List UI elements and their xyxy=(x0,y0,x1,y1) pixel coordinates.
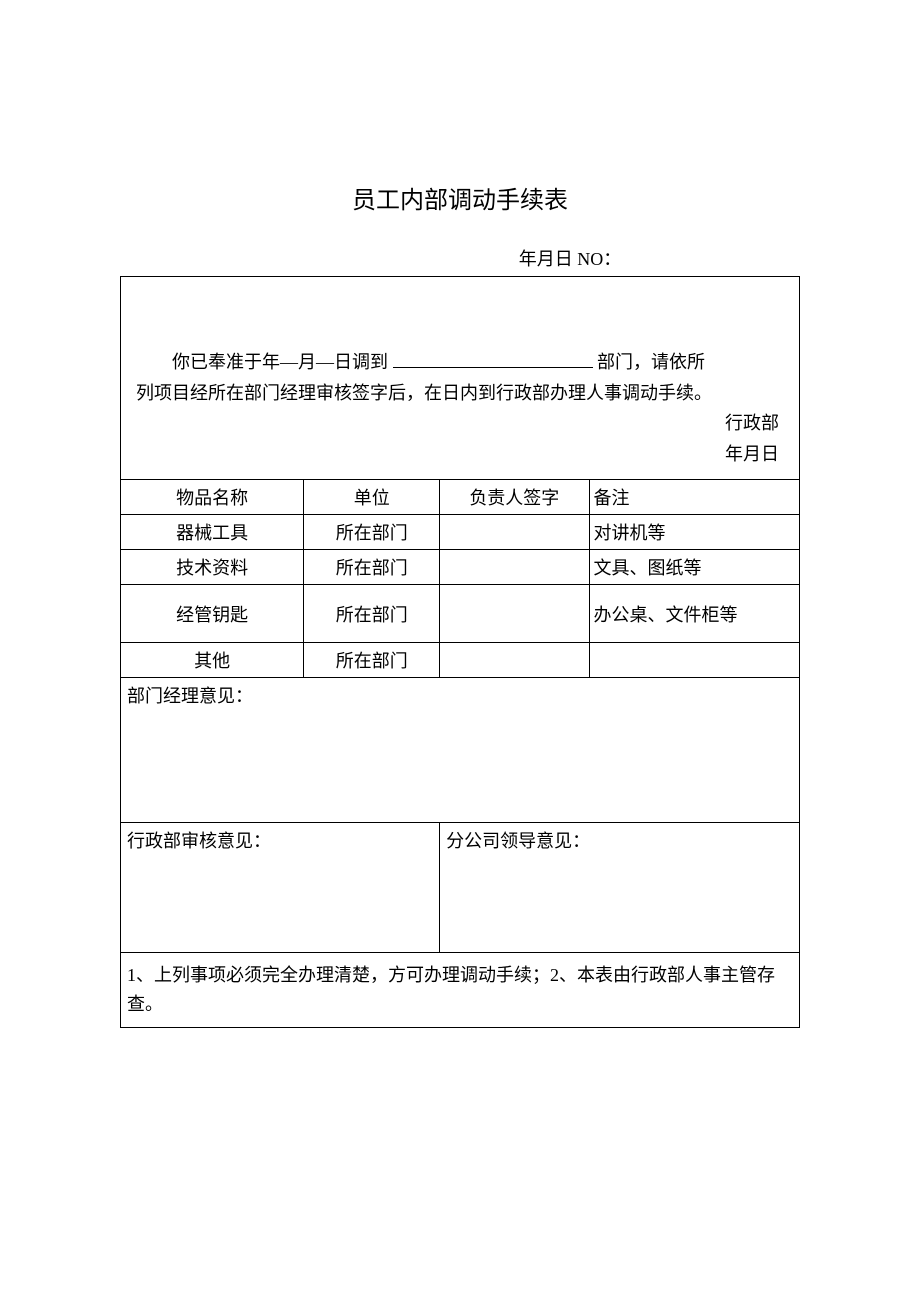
cell-unit: 所在部门 xyxy=(304,515,440,550)
header-signoff-dept: 行政部 xyxy=(136,408,784,439)
cell-item-name: 器械工具 xyxy=(121,515,304,550)
col-item-name: 物品名称 xyxy=(121,480,304,515)
cell-sign xyxy=(440,585,589,643)
transfer-form-table: 你已奉准于年—月—日调到 部门，请依所 列项目经所在部门经理审核签字后，在日内到… xyxy=(120,276,800,1028)
cell-unit: 所在部门 xyxy=(304,643,440,678)
table-row: 技术资料 所在部门 文具、图纸等 xyxy=(121,550,800,585)
header-text-cell: 你已奉准于年—月—日调到 部门，请依所 列项目经所在部门经理审核签字后，在日内到… xyxy=(121,277,800,480)
table-row: 其他 所在部门 xyxy=(121,643,800,678)
col-note: 备注 xyxy=(589,480,800,515)
header-prefix: 你已奉准于年—月—日调到 xyxy=(172,352,388,372)
cell-unit: 所在部门 xyxy=(304,550,440,585)
manager-opinion-row: 部门经理意见： xyxy=(121,678,800,823)
department-blank-line xyxy=(393,350,593,368)
cell-sign xyxy=(440,550,589,585)
header-paragraph-line2: 列项目经所在部门经理审核签字后，在日内到行政部办理人事调动手续。 xyxy=(136,378,784,409)
col-unit: 单位 xyxy=(304,480,440,515)
col-sign: 负责人签字 xyxy=(440,480,589,515)
date-no-line: 年月日 NO： xyxy=(120,245,800,271)
header-paragraph-line1: 你已奉准于年—月—日调到 部门，请依所 xyxy=(136,347,784,378)
footer-note-cell: 1、上列事项必须完全办理清楚，方可办理调动手续；2、本表由行政部人事主管存查。 xyxy=(121,953,800,1028)
header-signoff-date: 年月日 xyxy=(136,439,784,470)
cell-note: 办公桌、文件柜等 xyxy=(589,585,800,643)
column-header-row: 物品名称 单位 负责人签字 备注 xyxy=(121,480,800,515)
header-row: 你已奉准于年—月—日调到 部门，请依所 列项目经所在部门经理审核签字后，在日内到… xyxy=(121,277,800,480)
branch-leader-cell: 分公司领导意见： xyxy=(440,823,800,953)
cell-note xyxy=(589,643,800,678)
cell-sign xyxy=(440,643,589,678)
cell-note: 对讲机等 xyxy=(589,515,800,550)
header-suffix: 部门，请依所 xyxy=(597,352,705,372)
cell-note: 文具、图纸等 xyxy=(589,550,800,585)
table-row: 器械工具 所在部门 对讲机等 xyxy=(121,515,800,550)
cell-sign xyxy=(440,515,589,550)
cell-item-name: 经管钥匙 xyxy=(121,585,304,643)
cell-unit: 所在部门 xyxy=(304,585,440,643)
manager-opinion-cell: 部门经理意见： xyxy=(121,678,800,823)
table-row: 经管钥匙 所在部门 办公桌、文件柜等 xyxy=(121,585,800,643)
document-title: 员工内部调动手续表 xyxy=(120,180,800,215)
admin-review-cell: 行政部审核意见： xyxy=(121,823,440,953)
cell-item-name: 其他 xyxy=(121,643,304,678)
cell-item-name: 技术资料 xyxy=(121,550,304,585)
footer-row: 1、上列事项必须完全办理清楚，方可办理调动手续；2、本表由行政部人事主管存查。 xyxy=(121,953,800,1028)
review-row: 行政部审核意见： 分公司领导意见： xyxy=(121,823,800,953)
